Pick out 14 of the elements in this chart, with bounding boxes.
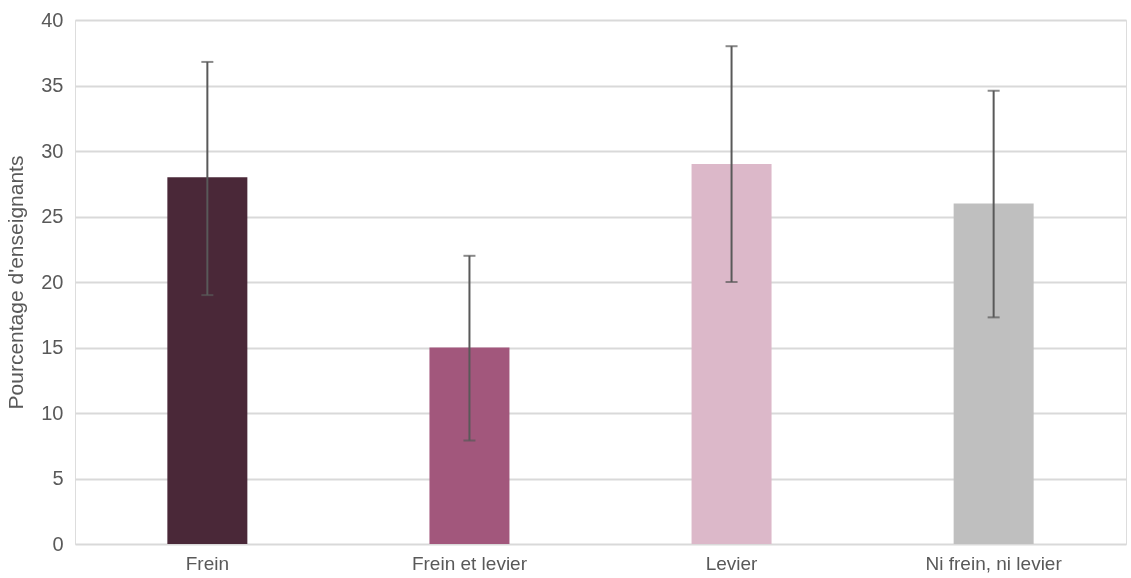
y-tick-label: 5 bbox=[52, 467, 64, 489]
y-tick-label: 20 bbox=[41, 270, 64, 293]
y-tick-label: 15 bbox=[41, 336, 64, 358]
y-tick-label: 0 bbox=[52, 532, 64, 555]
y-axis-title: Pourcentage d'enseignants bbox=[4, 155, 28, 410]
y-tick-label: 35 bbox=[41, 74, 64, 96]
y-tick-label: 40 bbox=[41, 8, 64, 31]
x-tick-label: Levier bbox=[705, 552, 759, 574]
y-tick-label: 30 bbox=[41, 139, 64, 162]
x-tick-label: Frein bbox=[185, 552, 230, 574]
y-tick-label: 25 bbox=[41, 205, 64, 227]
x-tick-label: Frein et levier bbox=[411, 552, 528, 574]
y-tick-label: 10 bbox=[41, 401, 64, 424]
x-tick-label: Ni frein, ni levier bbox=[925, 552, 1063, 574]
